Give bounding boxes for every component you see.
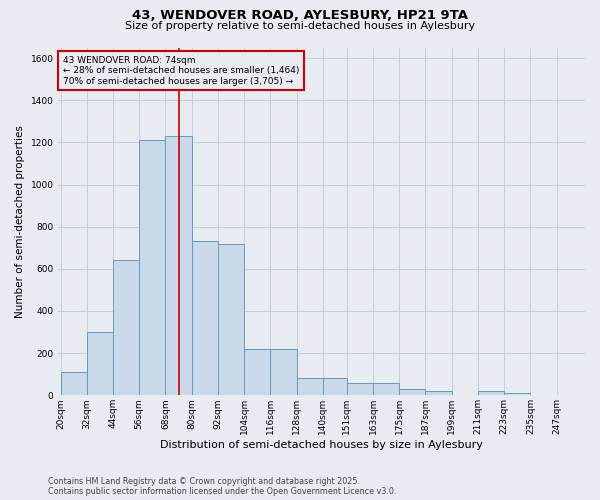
Bar <box>113 260 139 396</box>
Text: 43, WENDOVER ROAD, AYLESBURY, HP21 9TA: 43, WENDOVER ROAD, AYLESBURY, HP21 9TA <box>132 9 468 22</box>
Text: Size of property relative to semi-detached houses in Aylesbury: Size of property relative to semi-detach… <box>125 21 475 31</box>
Bar <box>323 378 347 396</box>
X-axis label: Distribution of semi-detached houses by size in Aylesbury: Distribution of semi-detached houses by … <box>160 440 483 450</box>
Bar <box>425 391 452 396</box>
Bar <box>218 244 244 396</box>
Bar <box>478 391 504 396</box>
Y-axis label: Number of semi-detached properties: Number of semi-detached properties <box>15 125 25 318</box>
Text: Contains HM Land Registry data © Crown copyright and database right 2025.
Contai: Contains HM Land Registry data © Crown c… <box>48 476 397 496</box>
Bar <box>347 382 373 396</box>
Bar <box>192 242 218 396</box>
Bar <box>373 382 399 396</box>
Bar <box>296 378 323 396</box>
Bar <box>504 393 530 396</box>
Bar <box>244 349 271 396</box>
Bar <box>271 349 296 396</box>
Bar <box>166 136 192 396</box>
Bar <box>87 332 113 396</box>
Bar <box>399 389 425 396</box>
Bar <box>139 140 166 396</box>
Text: 43 WENDOVER ROAD: 74sqm
← 28% of semi-detached houses are smaller (1,464)
70% of: 43 WENDOVER ROAD: 74sqm ← 28% of semi-de… <box>63 56 299 86</box>
Bar <box>61 372 87 396</box>
